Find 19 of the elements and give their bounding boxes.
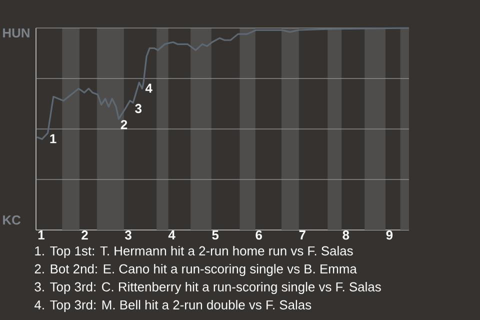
annotation: 1 xyxy=(50,134,56,144)
x-tick-label: 1 xyxy=(38,230,44,240)
text: 2. Bot 2nd: E. Cano hit a run-scoring single vs B. Emma xyxy=(34,264,357,276)
x-tick-label: 9 xyxy=(386,230,393,240)
x-tick-label: 5 xyxy=(212,230,219,240)
annotation: 4 xyxy=(145,84,152,93)
x-tick-label: 3 xyxy=(124,230,132,240)
text: 1. Top 1st: T. Hermann hit a 2-run home run vs F. Salas xyxy=(35,246,353,258)
annotation: 3 xyxy=(135,104,142,114)
x-tick-label: 4 xyxy=(168,230,176,240)
x-tick-label: 8 xyxy=(342,230,350,240)
x-tick-label: 6 xyxy=(256,230,262,240)
text: 3. Top 3rd: C. Rittenberry hit a run-scoring single vs F. Salas xyxy=(34,282,381,294)
annotation: 2 xyxy=(120,120,128,130)
x-tick-label: 2 xyxy=(82,230,88,240)
text: KC xyxy=(3,215,21,225)
x-tick-label: 7 xyxy=(299,230,306,240)
text: 4. Top 3rd: M. Bell hit a 2-run double vs F. Salas xyxy=(34,300,312,312)
text: HUN xyxy=(3,28,30,38)
